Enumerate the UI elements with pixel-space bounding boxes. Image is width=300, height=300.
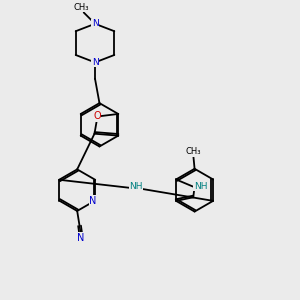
Text: N: N	[89, 196, 97, 206]
Text: O: O	[93, 111, 101, 121]
Text: CH₃: CH₃	[186, 147, 201, 156]
Text: NH: NH	[129, 182, 143, 191]
Text: NH: NH	[194, 182, 207, 190]
Text: N: N	[92, 19, 98, 28]
Text: N: N	[77, 233, 84, 243]
Text: CH₃: CH₃	[74, 3, 89, 12]
Text: N: N	[92, 58, 98, 67]
